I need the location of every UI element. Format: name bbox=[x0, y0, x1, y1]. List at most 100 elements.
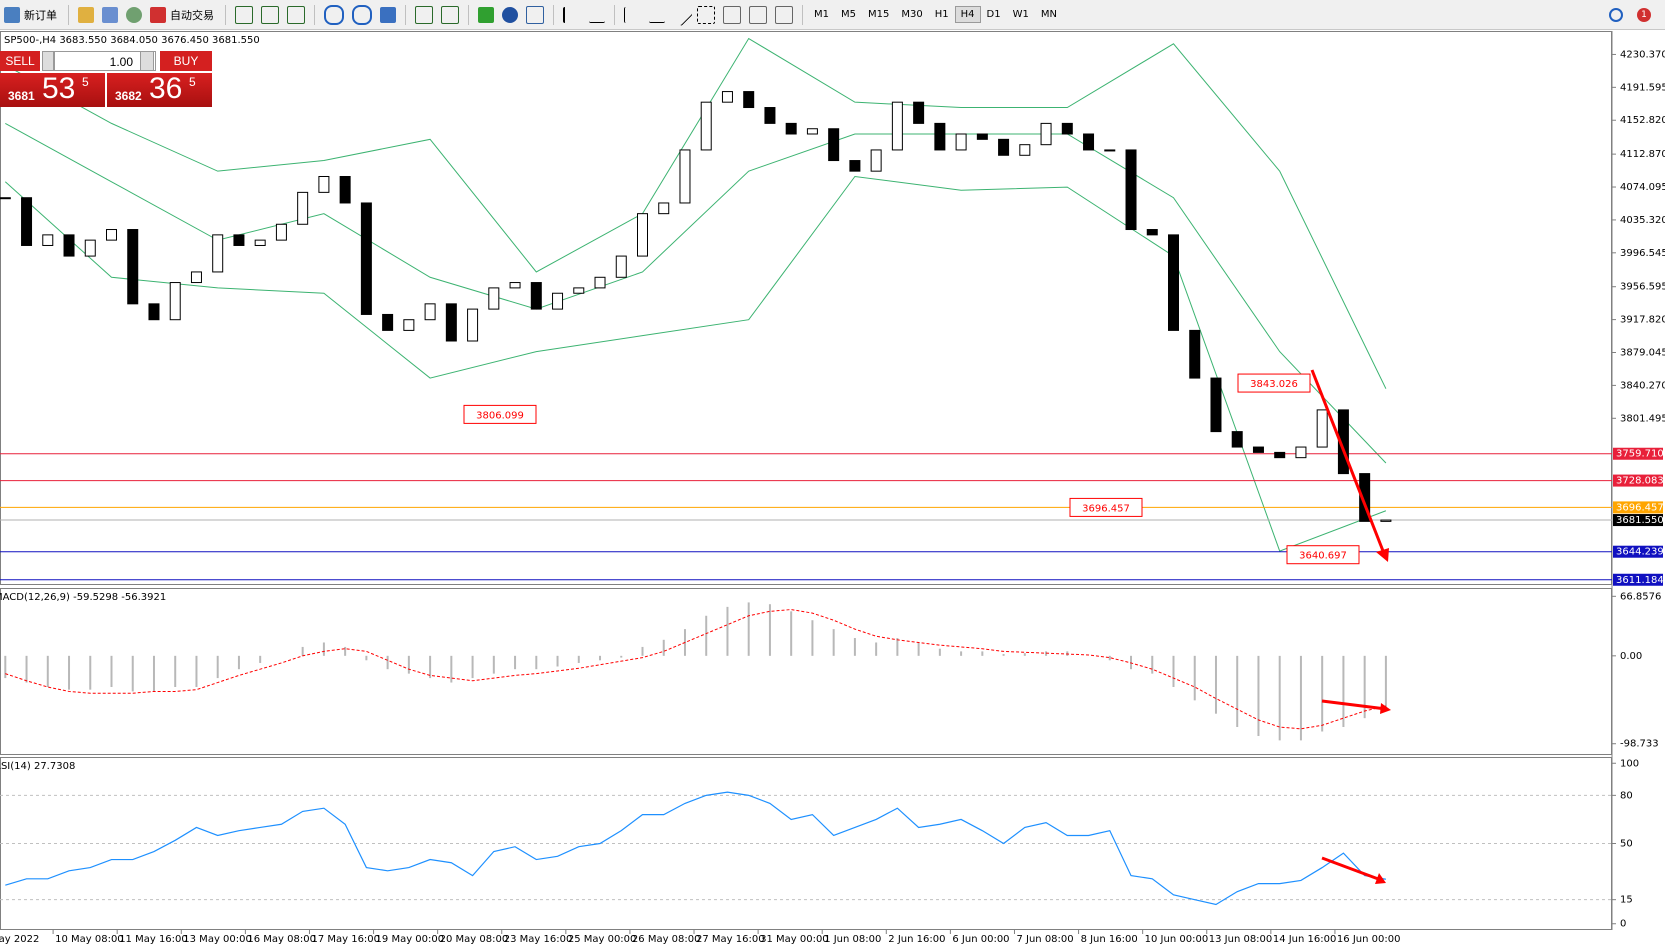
icon[interactable] bbox=[669, 2, 693, 27]
candle bbox=[360, 202, 372, 315]
decrease-lots[interactable] bbox=[42, 51, 54, 71]
candle bbox=[1316, 409, 1328, 448]
icon[interactable] bbox=[324, 4, 344, 25]
candle bbox=[467, 308, 479, 342]
icon[interactable] bbox=[102, 6, 118, 23]
y-tick-label: 3956.595 bbox=[1620, 282, 1665, 293]
candle bbox=[382, 313, 394, 331]
band-lower bbox=[4, 175, 1387, 552]
icon[interactable] bbox=[150, 6, 166, 23]
y-tick-label: 3879.045 bbox=[1620, 348, 1665, 359]
y-tick-label: 4035.320 bbox=[1620, 215, 1665, 226]
candle bbox=[998, 138, 1010, 156]
time-label: 23 May 16:00 bbox=[504, 934, 573, 945]
annotation-label: 3696.457 bbox=[1082, 503, 1130, 514]
icon[interactable] bbox=[775, 5, 793, 24]
candle bbox=[1295, 446, 1307, 459]
icon[interactable] bbox=[749, 5, 767, 24]
candle bbox=[1083, 133, 1095, 151]
candle bbox=[339, 175, 351, 204]
candle bbox=[764, 107, 776, 124]
rsi-arrow bbox=[1321, 856, 1382, 882]
timeframe-button[interactable]: W1 bbox=[1012, 9, 1029, 20]
icon[interactable] bbox=[624, 6, 641, 23]
time-label: 14 Jun 16:00 bbox=[1273, 934, 1337, 945]
timeframe-button[interactable]: M15 bbox=[868, 9, 890, 20]
candle bbox=[1146, 229, 1158, 236]
auto-trading-button[interactable]: 自动交易 bbox=[170, 8, 214, 22]
candle bbox=[212, 234, 224, 273]
icon[interactable] bbox=[526, 5, 544, 24]
candle bbox=[275, 223, 287, 241]
timeframe-button[interactable]: H4 bbox=[954, 6, 981, 23]
y-tick-label: 50 bbox=[1620, 839, 1633, 850]
icon[interactable] bbox=[126, 6, 142, 23]
annotation-label: 3640.697 bbox=[1299, 551, 1347, 562]
price-level-tag bbox=[1613, 514, 1663, 527]
candle bbox=[828, 128, 840, 162]
new-order-button[interactable]: 新订单 bbox=[24, 8, 57, 22]
time-label: 27 May 16:00 bbox=[696, 934, 765, 945]
timeframe-button[interactable]: H1 bbox=[934, 9, 949, 20]
icon[interactable] bbox=[589, 6, 605, 23]
icon[interactable] bbox=[78, 6, 94, 23]
time-label: 2 Jun 16:00 bbox=[888, 934, 945, 945]
sell-price[interactable]: 3681 53 5 bbox=[0, 72, 105, 107]
timeframe-button[interactable]: M30 bbox=[901, 9, 923, 20]
annotation-box bbox=[1286, 545, 1360, 565]
y-tick-label: 4230.370 bbox=[1620, 49, 1665, 60]
icon[interactable] bbox=[649, 6, 665, 23]
candle bbox=[615, 255, 627, 278]
candle bbox=[573, 287, 585, 294]
icon[interactable] bbox=[563, 6, 581, 23]
icon[interactable] bbox=[287, 5, 305, 24]
buy-price[interactable]: 3682 36 5 bbox=[107, 72, 212, 107]
buy-button[interactable]: BUY bbox=[160, 51, 212, 71]
price-sup: 5 bbox=[82, 75, 89, 89]
icon[interactable] bbox=[723, 5, 741, 24]
icon[interactable] bbox=[415, 5, 433, 24]
notification-badge[interactable]: 1 bbox=[1637, 7, 1651, 22]
icon[interactable] bbox=[441, 5, 459, 24]
timeframe-button[interactable]: D1 bbox=[986, 9, 1001, 20]
icon[interactable] bbox=[380, 6, 396, 23]
timeframe-button[interactable]: M1 bbox=[814, 9, 829, 20]
icon[interactable] bbox=[4, 6, 20, 23]
timeframe-button[interactable]: MN bbox=[1040, 9, 1057, 20]
icon[interactable] bbox=[697, 5, 715, 24]
sell-button[interactable]: SELL bbox=[0, 51, 40, 71]
icon[interactable] bbox=[502, 6, 518, 23]
candle bbox=[1040, 122, 1052, 146]
candle bbox=[594, 276, 606, 289]
candle bbox=[637, 213, 648, 257]
time-label: 25 May 00:00 bbox=[568, 934, 637, 945]
time-label: 16 Jun 00:00 bbox=[1337, 934, 1401, 945]
price-level-tag bbox=[1613, 474, 1663, 487]
candle bbox=[297, 191, 309, 225]
candle bbox=[424, 303, 436, 321]
increase-lots[interactable] bbox=[140, 51, 154, 71]
time-label: 11 May 16:00 bbox=[119, 934, 188, 945]
timeframe-button[interactable]: M5 bbox=[841, 9, 856, 20]
icon[interactable] bbox=[261, 5, 279, 24]
candle bbox=[870, 149, 882, 172]
search-icon[interactable] bbox=[1609, 7, 1623, 22]
candle bbox=[1189, 329, 1201, 379]
icon[interactable] bbox=[352, 4, 372, 25]
candle bbox=[891, 101, 903, 151]
price-main: 53 bbox=[42, 72, 76, 105]
icon[interactable] bbox=[235, 5, 253, 24]
price-level-label: 3611.184 bbox=[1616, 575, 1664, 586]
lots-input[interactable]: 1.00 bbox=[54, 51, 156, 71]
candle bbox=[148, 303, 160, 321]
annotation-label: 3843.026 bbox=[1250, 379, 1298, 390]
price-level-tag bbox=[1613, 501, 1663, 514]
time-label: 10 Jun 00:00 bbox=[1145, 934, 1209, 945]
y-tick-label: 80 bbox=[1620, 790, 1633, 801]
icon[interactable] bbox=[478, 6, 494, 23]
panel-title: SP500-,H4 3683.550 3684.050 3676.450 368… bbox=[4, 35, 260, 46]
candle bbox=[700, 101, 712, 151]
annotation-label: 3806.099 bbox=[476, 410, 524, 421]
candle bbox=[1104, 149, 1116, 152]
